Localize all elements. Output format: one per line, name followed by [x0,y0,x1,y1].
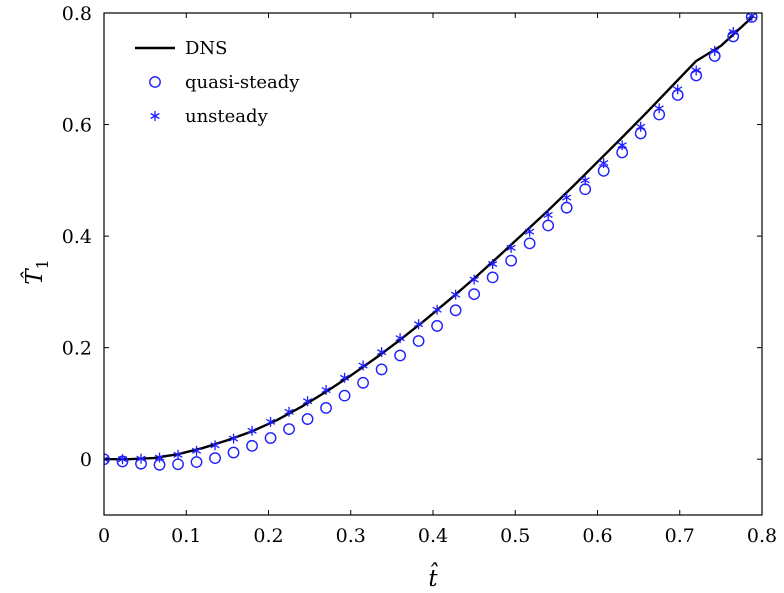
y-axis-label-main: T̂ [22,268,48,285]
unsteady-point [339,372,350,383]
quasi-steady-point [172,458,184,471]
unsteady-point [506,242,516,253]
axis-ticks [103,12,763,515]
unsteady-point [617,140,627,151]
quasi-steady-point [375,363,388,376]
plot-area [104,13,758,471]
unsteady-point [247,425,257,436]
x-tick-label: 0 [98,525,110,547]
y-axis-label: T̂1 [22,259,52,285]
quasi-steady-point [394,349,406,362]
legend-label: DNS [185,38,228,59]
y-tick-label: 0.4 [62,226,92,248]
unsteady-point [104,454,109,465]
quasi-steady-point [523,237,536,250]
quasi-steady-point [449,304,462,317]
unsteady-point [450,289,461,300]
x-tick-label: 0.3 [336,525,366,547]
quasi-steady-point [357,376,369,389]
legend-item: unsteady [150,106,269,127]
x-tick-label: 0.2 [253,525,283,547]
quasi-steady-point [320,402,332,414]
legend-label: unsteady [185,106,269,127]
x-tick-label: 0.6 [582,525,612,547]
quasi-steady-point [264,432,277,444]
quasi-steady-point [283,423,295,436]
legend-label: quasi-steady [185,72,300,93]
legend-circle-symbol [149,76,161,88]
unsteady-point [154,452,165,463]
dns-line [104,14,755,461]
unsteady-point [376,347,387,358]
unsteady-point [691,65,701,76]
unsteady-point [580,175,590,186]
unsteady-point [210,440,220,451]
unsteady-point [413,319,424,330]
unsteady-point [191,445,202,456]
quasi-steady-point [190,456,203,468]
x-tick-label: 0.1 [171,525,201,547]
unsteady-point [173,449,183,460]
unsteady-point [524,226,535,237]
quasi-steady-point [227,446,240,459]
y-tick-label: 0 [80,449,92,471]
quasi-steady-point [412,335,425,347]
unsteady-point [302,396,313,407]
x-tick-label: 0.5 [500,525,530,547]
y-tick-label: 0.2 [62,338,92,360]
unsteady-point [654,103,664,114]
quasi-steady-point [301,413,314,425]
unsteady-point [728,26,738,37]
quasi-steady-point [745,13,758,23]
y-axis-label-subscript: 1 [33,259,52,269]
unsteady-point [358,360,368,371]
legend-asterisk-symbol [150,111,160,121]
series-unsteady [104,13,757,465]
x-tick-label: 0.7 [665,525,695,547]
unsteady-point [673,84,683,95]
unsteady-point [321,385,331,396]
quasi-steady-point [246,439,258,452]
quasi-steady-point [209,452,221,465]
x-tick-labels: 0 0.1 0.2 0.3 0.4 0.5 0.6 0.7 0.8 [98,525,777,547]
quasi-steady-point [579,183,592,196]
unsteady-point [469,274,479,285]
quasi-steady-point [468,288,481,301]
svg-text:T̂1: T̂1 [22,259,52,285]
quasi-steady-point [338,389,351,402]
unsteady-point [265,416,276,427]
unsteady-point [136,453,146,464]
quasi-steady-point [542,219,555,232]
unsteady-point [228,433,239,444]
unsteady-point [487,259,498,269]
x-tick-label: 0.8 [747,525,777,547]
unsteady-point [432,304,442,315]
y-tick-label: 0.8 [62,3,92,25]
legend-item: DNS [135,38,228,59]
unsteady-point [599,158,609,169]
series-dns [104,14,755,461]
quasi-steady-point [560,201,573,214]
unsteady-point [543,209,553,220]
quasi-steady-point [505,254,518,267]
y-tick-label: 0.6 [62,115,92,137]
unsteady-point [562,192,572,203]
unsteady-point [395,333,405,344]
unsteady-point [117,454,128,465]
legend: DNS quasi-steady unsteady [135,38,300,127]
unsteady-point [710,45,720,56]
quasi-steady-point [486,271,499,284]
legend-item: quasi-steady [149,72,300,93]
x-axis-label: t̂ [428,563,438,592]
quasi-steady-point [431,320,444,332]
x-tick-label: 0.4 [418,525,448,547]
unsteady-point [747,13,757,21]
unsteady-point [636,121,646,132]
y-tick-labels: 0 0.2 0.4 0.6 0.8 [62,3,92,471]
unsteady-point [284,406,294,417]
